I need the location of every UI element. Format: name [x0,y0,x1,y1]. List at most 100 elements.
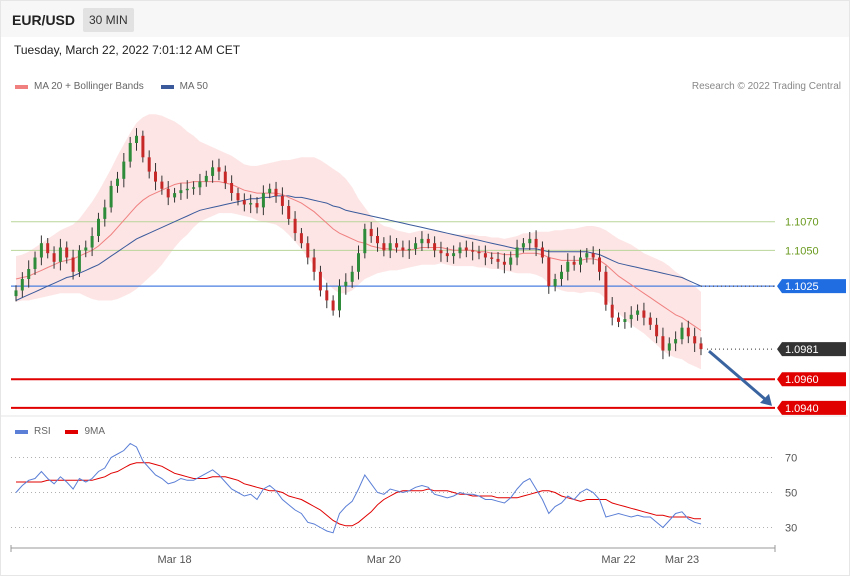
chart-timestamp: Tuesday, March 22, 2022 7:01:12 AM CET [14,43,241,57]
candle-body [598,257,601,272]
candle-body [211,167,215,176]
candle-body [325,290,329,301]
candle-body [65,247,69,258]
candle-body [318,271,322,291]
candle-body [420,238,424,244]
candle-body [579,257,582,265]
candle-body [667,343,671,351]
candle-body [414,243,418,249]
candle-body [433,243,437,251]
candle-body [680,327,684,340]
candle-body [540,247,544,258]
candle-body [502,261,506,265]
candle-body [591,253,595,258]
candle-body [471,250,475,252]
candle-body [699,343,703,350]
candle-body [204,175,208,182]
ma50-legend-label: MA 50 [179,81,208,92]
candle-body [521,243,525,248]
candle-body [71,257,75,272]
candle-body [636,310,640,315]
candle-body [116,178,119,186]
candles [14,128,703,360]
candle-body [192,187,196,189]
candle-body [483,253,487,258]
candle-body [242,200,246,205]
candle-body [648,317,652,325]
candle-body [299,233,303,244]
candle-body [312,257,316,272]
candle-body [610,304,614,318]
candle-body [363,228,367,254]
candle-body [147,157,151,172]
ma20-legend-label: MA 20 + Bollinger Bands [34,81,144,92]
candle-body [509,257,513,265]
candle-body [458,247,462,254]
candle-body [268,188,272,194]
level-label-1.0960: 1.0960 [785,374,819,386]
candle-body [293,218,297,234]
candle-body [617,317,620,322]
candle-body [185,188,189,191]
x-tick-label: Mar 23 [665,554,699,566]
candle-body [287,206,291,219]
candle-body [585,253,589,258]
candle-body [553,279,557,287]
chart-header: EUR/USD 30 MIN [1,1,849,37]
candle-body [90,236,94,248]
ma9-swatch [65,429,79,434]
candle-body [395,243,399,248]
candle-body [528,238,532,244]
candle-body [344,281,348,287]
candle-body [58,247,62,262]
candle-body [674,339,678,344]
candle-body [693,336,697,344]
candle-body [357,253,360,272]
level-label-1.1050: 1.1050 [785,245,819,257]
level-tag-1.0960 [777,372,846,387]
candle-body [109,185,113,208]
candle-body [623,319,627,322]
symbol-label: EUR/USD [12,12,76,28]
timeframe-badge[interactable]: 30 MIN [83,8,134,32]
rsi-line [15,442,702,534]
candle-body [369,228,373,237]
candle-body [547,257,551,287]
candle-body [560,271,563,279]
candle-body [255,203,259,208]
candle-body [629,314,633,320]
x-tick-label: Mar 22 [601,554,635,566]
level-tag-1.0981 [777,342,846,357]
candle-body [27,269,31,279]
candle-body [122,161,126,179]
candle-body [407,248,411,251]
candle-body [655,324,659,337]
rsi-tick-label: 50 [785,488,797,500]
candle-body [141,135,145,158]
candle-body [464,247,468,251]
ma50-swatch [160,84,174,89]
candle-body [236,193,240,201]
candle-body [604,271,608,305]
candle-body [14,290,18,297]
candle-body [135,135,138,143]
candle-body [179,190,183,194]
rsi-tick-label: 30 [785,523,797,535]
candle-body [426,238,430,244]
candle-body [173,193,177,198]
price-legend: MA 20 + Bollinger Bands MA 50 [15,81,222,92]
candle-body [249,203,253,205]
candle-body [445,253,449,257]
level-label-1.1025: 1.1025 [785,281,819,293]
candle-body [477,251,481,254]
rsi-legend-label: RSI [34,426,51,437]
candle-body [84,247,88,251]
candle-body [46,243,50,254]
level-label-1.1070: 1.1070 [785,217,819,229]
candle-body [154,171,157,182]
candle-body [166,188,170,198]
candle-body [20,279,24,291]
candle-body [306,243,310,258]
